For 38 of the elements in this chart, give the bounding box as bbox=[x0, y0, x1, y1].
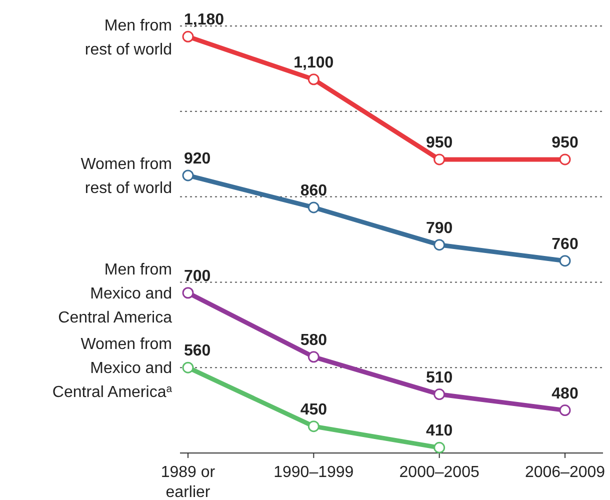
point bbox=[182, 287, 194, 299]
data-label: 450 bbox=[300, 401, 328, 418]
series-label: Men from Mexico and Central America bbox=[58, 261, 172, 326]
point bbox=[559, 154, 571, 166]
point bbox=[182, 362, 194, 374]
point bbox=[434, 239, 446, 251]
point bbox=[434, 388, 446, 400]
data-label: 480 bbox=[552, 385, 578, 402]
point bbox=[182, 30, 194, 42]
data-label: 950 bbox=[552, 134, 578, 152]
data-label: 1,100 bbox=[294, 54, 334, 72]
data-label: 510 bbox=[426, 369, 453, 386]
point bbox=[559, 404, 571, 416]
series-label: Women from Mexico and Central America$^{a}$ bbox=[52, 336, 172, 402]
x-tick-label: 1989 or earlier bbox=[160, 464, 216, 500]
series-label: Women from rest of world bbox=[80, 156, 172, 198]
point bbox=[308, 74, 320, 86]
x-tick-label: 2006–2009 bbox=[524, 464, 606, 481]
data-label: 700 bbox=[184, 268, 211, 285]
x-tick-label: 2000–2005 bbox=[399, 464, 480, 481]
point bbox=[182, 170, 194, 182]
point bbox=[434, 442, 446, 454]
data-label: 580 bbox=[300, 332, 328, 349]
point bbox=[559, 255, 571, 267]
series-label: Men from rest of world bbox=[84, 17, 172, 58]
point bbox=[308, 420, 320, 432]
data-label: 920 bbox=[184, 150, 211, 168]
point bbox=[308, 202, 320, 214]
data-label: 760 bbox=[552, 236, 578, 253]
data-label: 790 bbox=[426, 220, 453, 237]
data-label: 860 bbox=[300, 182, 328, 200]
data-label: 950 bbox=[426, 134, 453, 152]
data-label: 560 bbox=[184, 342, 211, 360]
point bbox=[308, 351, 320, 363]
data-label: 1,180 bbox=[184, 12, 224, 29]
point bbox=[434, 154, 446, 166]
data-label: 410 bbox=[426, 422, 453, 440]
x-tick-label: 1990–1999 bbox=[274, 464, 354, 481]
